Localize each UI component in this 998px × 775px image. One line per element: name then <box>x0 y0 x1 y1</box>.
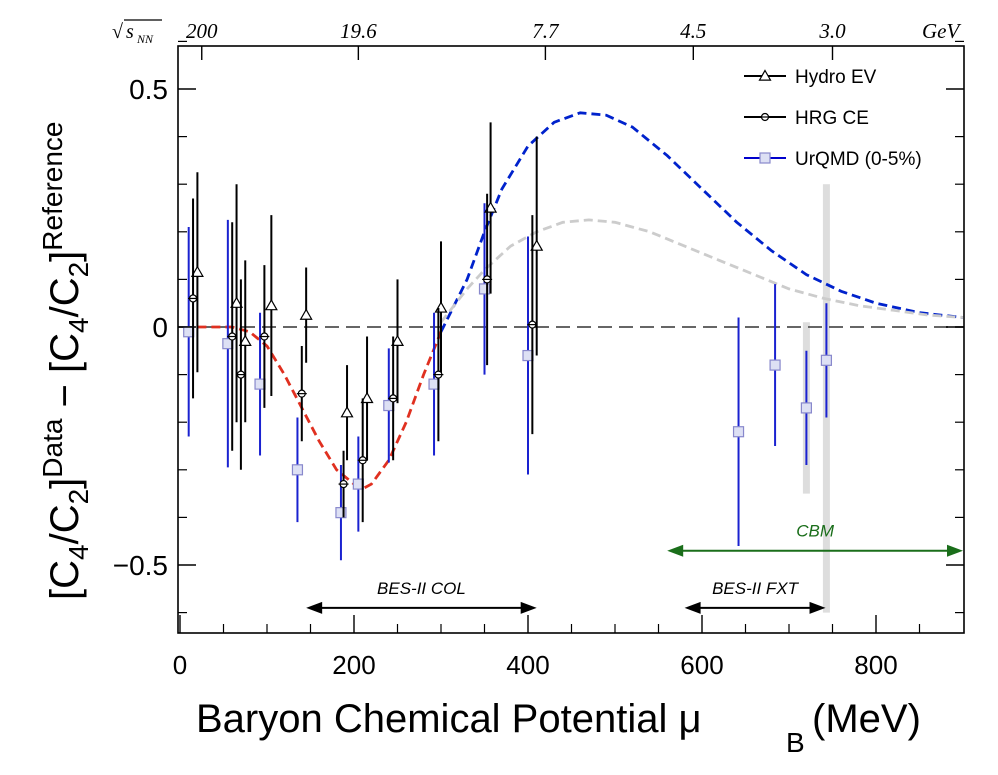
model-curve-2 <box>439 218 964 324</box>
legend-marker-triangle <box>758 69 772 81</box>
y-label-sub1: 4 <box>63 544 94 560</box>
point-triangle-4 <box>299 308 313 320</box>
x-tick-label-2: 400 <box>506 650 549 680</box>
background-layer <box>178 184 964 613</box>
annot-label-1: BES-II FXT <box>712 579 800 598</box>
point-square-13 <box>820 354 833 366</box>
y-label-part4: − [C <box>43 333 87 419</box>
point-triangle-1 <box>230 296 244 308</box>
x-tick-label-3: 600 <box>680 650 723 680</box>
y-label-sup2: Reference <box>37 122 68 251</box>
top-axis-sqrt: √ <box>112 21 123 43</box>
annot-label-2: CBM <box>796 522 835 541</box>
point-square-10 <box>732 426 745 438</box>
svg-text:[C4/C2]Data − [C4/C2]Reference: [C4/C2]Data − [C4/C2]Reference <box>37 122 94 601</box>
top-axis-title: √ s NN <box>112 19 162 46</box>
annot-label-0: BES-II COL <box>377 579 466 598</box>
model-curve-1 <box>439 111 964 333</box>
top-tick-label-3: 4.5 <box>680 19 706 43</box>
x-axis-label: Baryon Chemical Potential μ <box>196 697 702 741</box>
y-label-part6: ] <box>43 251 87 262</box>
data-points <box>183 122 833 561</box>
plot-frame <box>177 45 965 634</box>
model-curve-0 <box>197 325 443 491</box>
point-triangle-6 <box>360 391 374 404</box>
legend: Hydro EV HRG CE UrQMD (0-5%) <box>744 67 922 170</box>
y-label-part5: /C <box>43 277 87 317</box>
x-tick-label-0: 0 <box>173 650 187 680</box>
legend-label-hrg: HRG CE <box>795 108 869 129</box>
legend-label-urqmd: UrQMD (0-5%) <box>795 149 922 170</box>
point-square-11 <box>769 359 781 371</box>
y-label-sub4: 2 <box>63 262 94 278</box>
annot-arrowhead-left-2 <box>667 544 684 557</box>
model-curves <box>197 111 964 491</box>
annot-arrowhead-right-1 <box>809 601 826 614</box>
annot-arrowhead-right-0 <box>520 601 537 614</box>
point-square-12 <box>800 402 813 414</box>
point-cross-10 <box>527 320 538 329</box>
y-axis-title: [C4/C2]Data − [C4/C2]Reference <box>37 122 94 601</box>
point-cross-4 <box>296 389 307 398</box>
y-tick-label-0: −0.5 <box>113 550 168 581</box>
point-cross-1 <box>227 332 238 341</box>
legend-label-hydro: Hydro EV <box>795 67 877 88</box>
x-axis-label-sub: B <box>786 727 805 758</box>
point-cross-8 <box>433 370 444 379</box>
y-label-sub2: 2 <box>63 489 94 505</box>
point-cross-6 <box>357 456 368 465</box>
x-axis-title: Baryon Chemical Potential μ B (MeV) <box>196 697 921 758</box>
top-tick-label-2: 7.7 <box>532 19 560 43</box>
top-tick-label-1: 19.6 <box>340 19 377 43</box>
top-tick-label-0: 200 <box>186 19 218 43</box>
point-cross-3 <box>259 332 270 341</box>
x-tick-label-4: 800 <box>854 650 897 680</box>
top-axis-s: s <box>126 21 134 43</box>
point-triangle-0 <box>190 265 204 277</box>
point-cross-9 <box>482 275 493 284</box>
annot-arrowhead-right-2 <box>947 544 963 557</box>
point-triangle-5 <box>340 405 354 418</box>
legend-marker-cross <box>760 112 770 122</box>
y-label-part1: [C <box>43 560 87 600</box>
top-axis-nn: NN <box>136 32 154 46</box>
y-tick-label-2: 0.5 <box>129 74 168 105</box>
top-tick-label-4: 3.0 <box>818 19 846 43</box>
x-tick-label-1: 200 <box>332 650 375 680</box>
point-cross-7 <box>388 394 399 403</box>
y-label-part2: /C <box>43 504 87 544</box>
top-axis-unit: GeV <box>922 19 961 43</box>
annot-arrowhead-left-1 <box>684 601 701 614</box>
point-triangle-10 <box>530 239 544 251</box>
legend-marker-square <box>759 152 771 164</box>
point-cross-0 <box>188 294 199 303</box>
point-square-8 <box>478 283 491 295</box>
point-square-3 <box>291 464 304 476</box>
range-annotations: BES-II COL BES-II FXT CBM <box>306 522 963 614</box>
point-square-4 <box>335 507 347 519</box>
point-cross-2 <box>235 370 246 379</box>
point-triangle-3 <box>264 298 278 311</box>
point-triangle-2 <box>238 334 252 347</box>
annot-arrowhead-left-0 <box>306 601 323 614</box>
point-triangle-7 <box>390 334 405 347</box>
x-axis-label-unit: (MeV) <box>812 697 921 741</box>
axes: 0 200 400 600 800 −0.5 0 0.5 200 19.6 7.7 4.5 3.0 <box>113 19 965 680</box>
point-triangle-8 <box>434 301 448 313</box>
y-label-part3: ] <box>43 478 87 489</box>
point-cross-5 <box>338 479 349 489</box>
y-label-sup1: Data <box>37 418 68 478</box>
y-label-sub3: 4 <box>63 317 94 333</box>
y-tick-label-1: 0 <box>152 312 168 343</box>
